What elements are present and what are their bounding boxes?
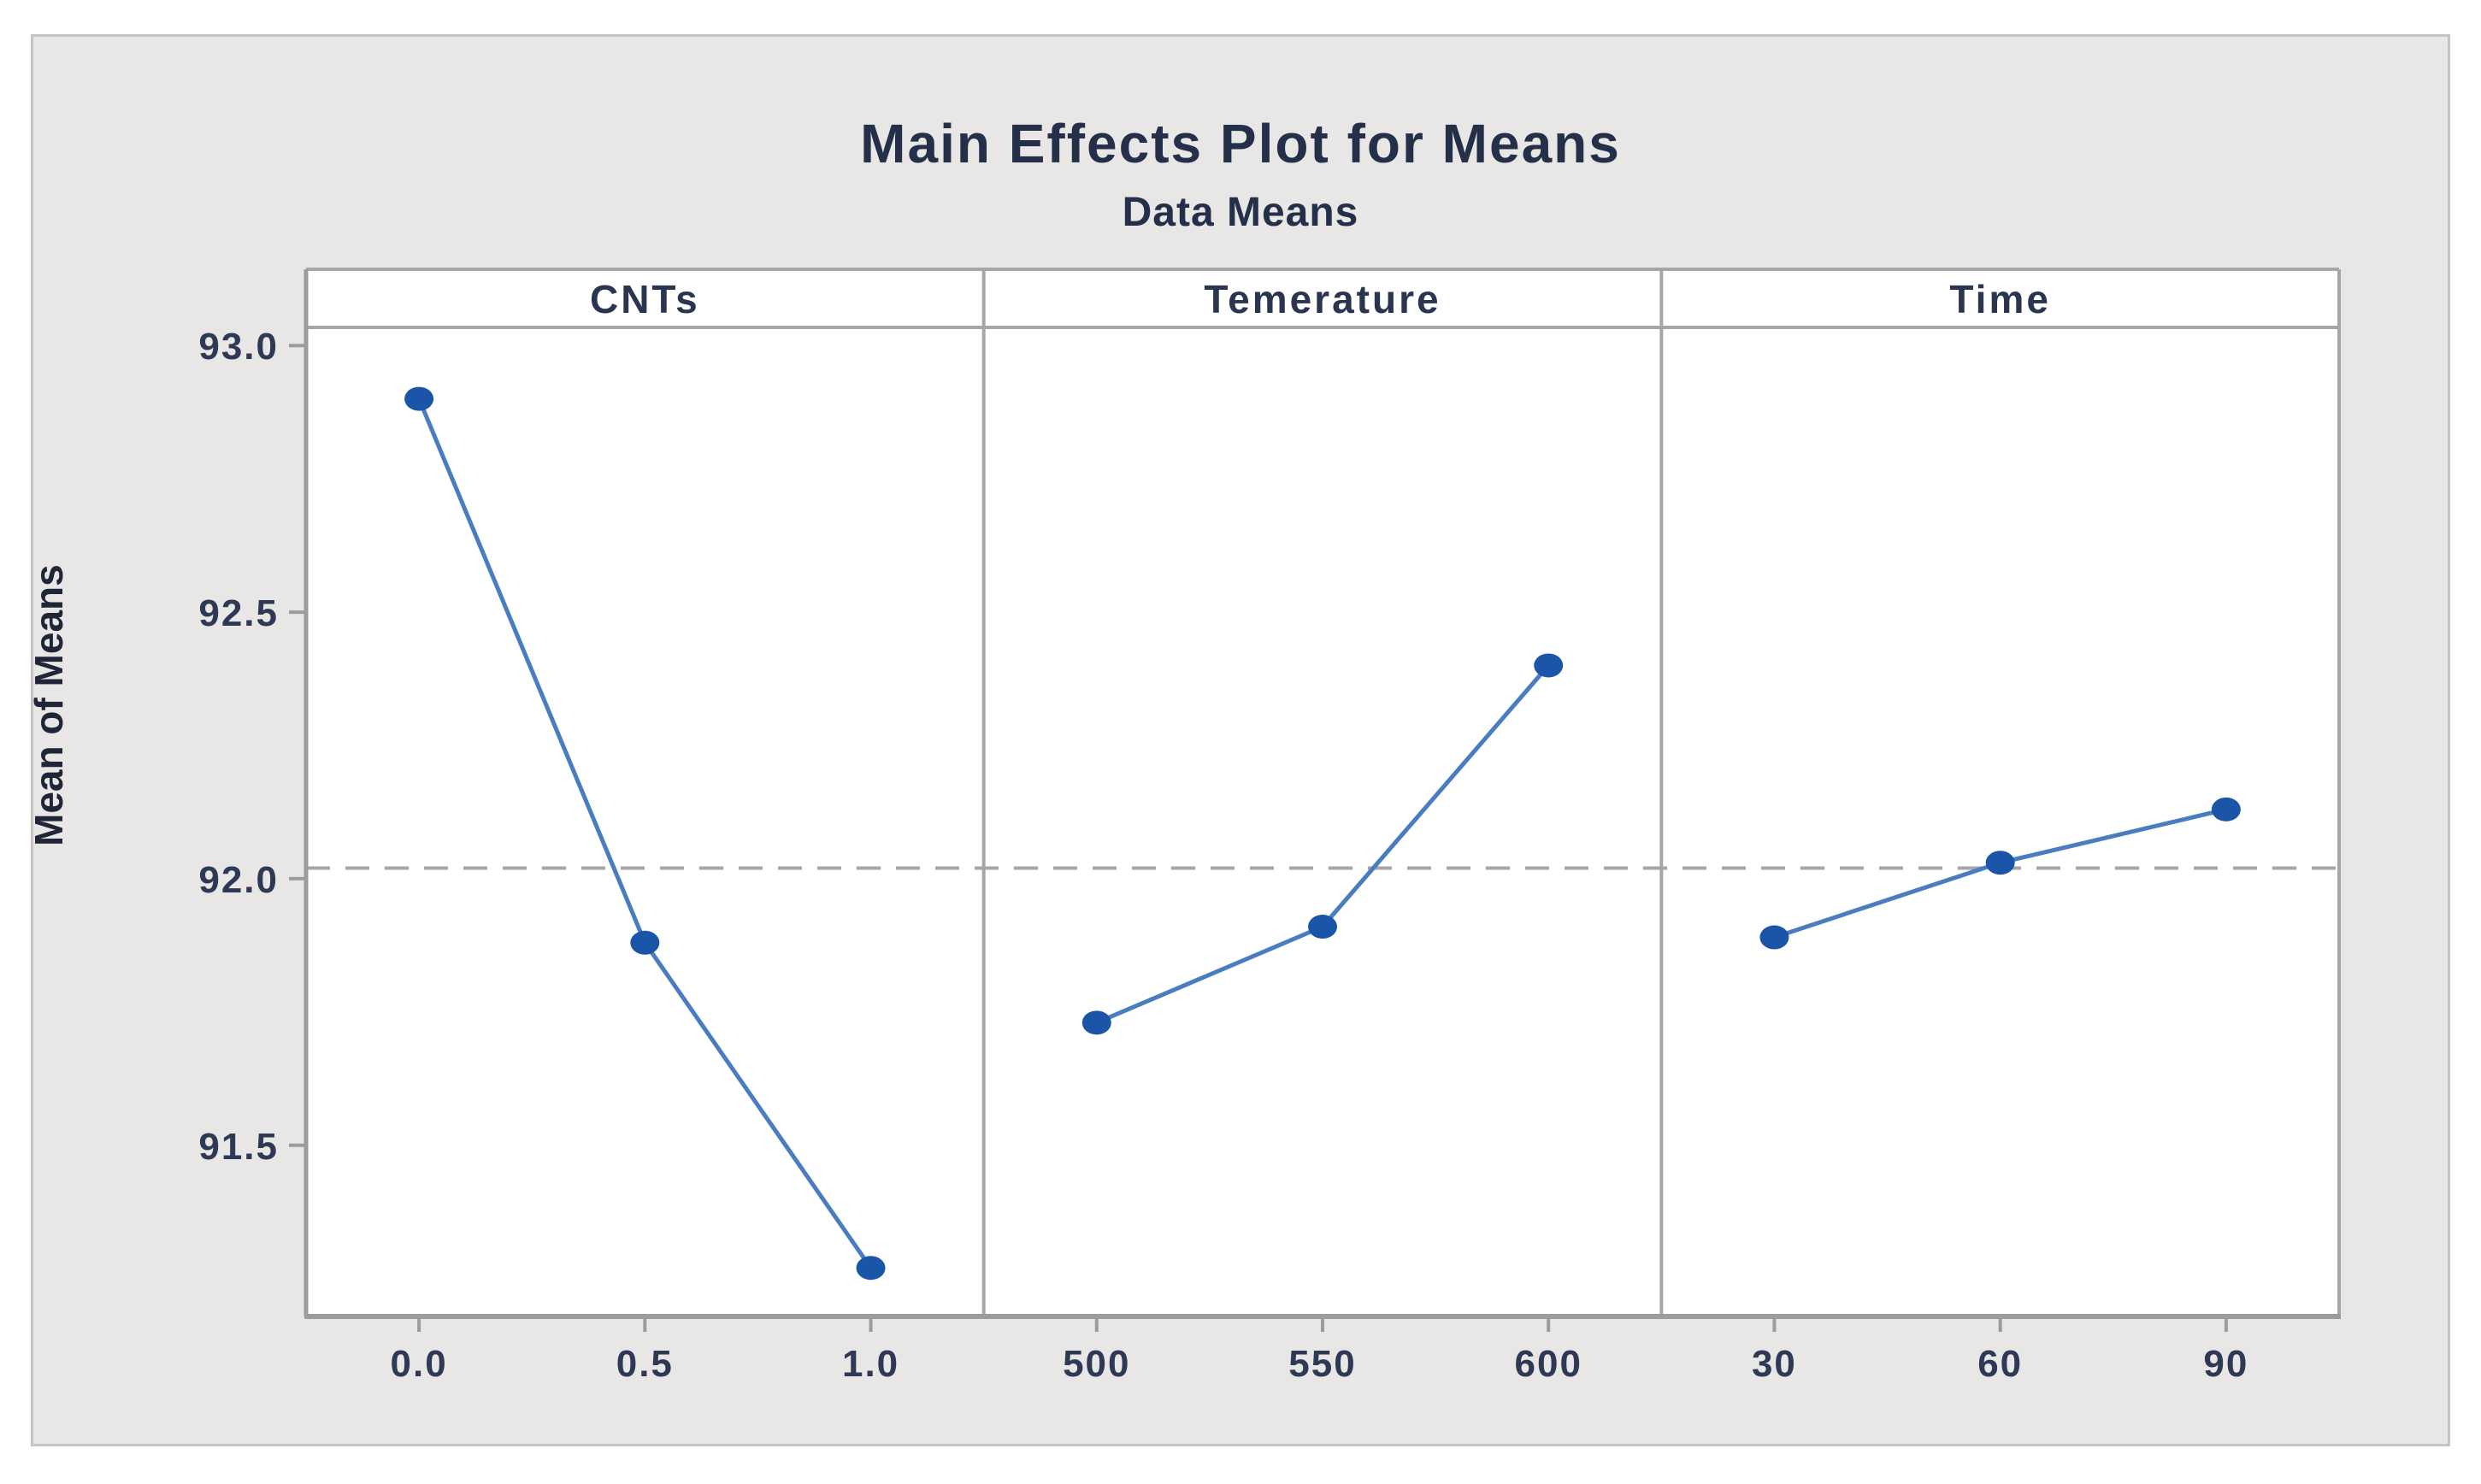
y-tick-label: 92.5 xyxy=(198,592,279,634)
data-point-marker xyxy=(1081,1010,1111,1035)
x-tick-label: 0.5 xyxy=(616,1343,674,1385)
y-tick-label: 93.0 xyxy=(198,326,279,368)
panel-header-label: Time xyxy=(1949,277,2051,321)
chart-subtitle: Data Means xyxy=(1122,190,1359,235)
x-tick-label: 600 xyxy=(1515,1343,1582,1385)
data-point-marker xyxy=(1534,653,1564,678)
x-tick-label: 60 xyxy=(1977,1343,2023,1385)
x-tick-label: 550 xyxy=(1288,1343,1356,1385)
panel-header-label: CNTs xyxy=(590,277,700,321)
x-tick-label: 30 xyxy=(1752,1343,1797,1385)
x-tick-label: 1.0 xyxy=(842,1343,899,1385)
data-point-marker xyxy=(1308,915,1337,939)
y-tick-label: 91.5 xyxy=(198,1126,279,1168)
x-tick-label: 90 xyxy=(2203,1343,2248,1385)
data-point-marker xyxy=(1759,925,1789,950)
x-tick-label: 500 xyxy=(1063,1343,1130,1385)
y-tick-label: 92.0 xyxy=(198,859,279,901)
data-point-marker xyxy=(630,930,660,955)
data-point-marker xyxy=(856,1256,886,1281)
data-point-marker xyxy=(2211,797,2241,822)
data-point-marker xyxy=(404,386,434,411)
data-point-marker xyxy=(1985,851,2015,875)
panel-header-label: Temerature xyxy=(1204,277,1441,321)
x-tick-label: 0.0 xyxy=(391,1343,448,1385)
chart-title: Main Effects Plot for Means xyxy=(860,113,1621,174)
plot-background xyxy=(306,269,2339,1316)
